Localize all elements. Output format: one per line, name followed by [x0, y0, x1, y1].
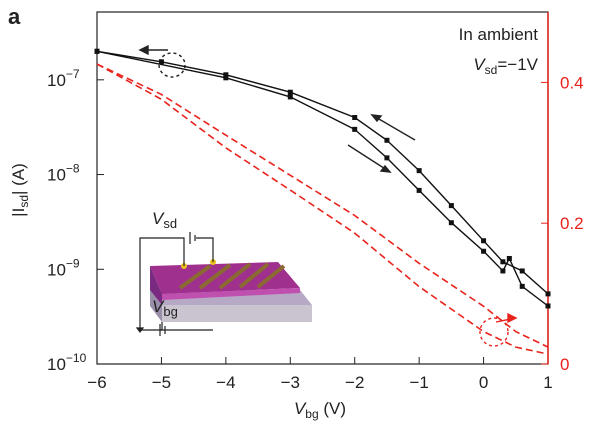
y2-tick-label: 0.2 — [560, 214, 584, 233]
data-point — [519, 283, 525, 289]
y-tick-label: 10−8 — [47, 162, 80, 185]
inset-label: V — [152, 297, 165, 316]
x-axis-label: Vbg (V) — [294, 399, 346, 421]
y-tick-label: −9 — [66, 256, 80, 270]
y-tick-label: 10−7 — [47, 67, 80, 90]
x-tick-label: 1 — [543, 373, 552, 392]
data-point — [352, 115, 358, 121]
data-point — [506, 255, 512, 261]
annotation: Vsd=−1V — [473, 55, 538, 77]
annotation: sd — [485, 63, 498, 77]
annotation: =−1V — [497, 55, 538, 74]
inset-device: Vsd Vbg — [135, 209, 312, 336]
inset-label: Vbg — [152, 297, 178, 319]
y-tick-label: −10 — [66, 351, 87, 365]
inset-label: Vsd — [152, 209, 177, 231]
data-point — [448, 220, 454, 226]
data-point — [481, 238, 487, 244]
y-tick-label: −8 — [66, 162, 80, 176]
data-point — [384, 137, 390, 143]
data-point — [545, 303, 551, 309]
y-tick-label: 10−9 — [47, 256, 80, 279]
data-point — [500, 259, 506, 265]
data-point — [448, 203, 454, 209]
inset-label: sd — [163, 216, 177, 231]
x-tick-label: −5 — [152, 373, 171, 392]
y-tick-label: 10 — [47, 166, 66, 185]
data-point — [416, 187, 422, 193]
y-tick-label: −7 — [66, 67, 80, 81]
x-axis-label: bg — [305, 407, 318, 421]
data-point — [352, 126, 358, 132]
inset-label: bg — [163, 304, 177, 319]
x-tick-label: −1 — [409, 373, 428, 392]
data-point — [94, 48, 100, 54]
y-axis-label: sd — [17, 195, 31, 208]
y-tick-label: 10 — [47, 355, 66, 374]
y-tick-label: 10 — [47, 71, 66, 90]
y-axis-label: |I — [9, 208, 28, 217]
x-tick-label: −4 — [216, 373, 235, 392]
data-point — [223, 72, 229, 78]
data-point — [223, 75, 229, 81]
inset-label: V — [152, 209, 165, 228]
data-point — [519, 268, 525, 274]
data-line — [96, 63, 549, 348]
y-tick-label: 10−10 — [47, 351, 87, 374]
y-axis-label: |Isd| (A) — [9, 163, 31, 217]
annotation: In ambient — [459, 25, 539, 44]
y2-tick-label: 0.4 — [560, 73, 584, 92]
annotation-arrows — [479, 312, 518, 347]
annotation-arrows — [138, 44, 416, 173]
y-axis-label: | (A) — [9, 163, 28, 195]
x-axis-label: V — [294, 399, 307, 418]
x-tick-label: −6 — [87, 373, 106, 392]
data-point — [545, 291, 551, 297]
x-tick-label: −2 — [345, 373, 364, 392]
annotation: V — [473, 55, 486, 74]
data-line — [96, 63, 549, 355]
x-tick-label: −3 — [281, 373, 300, 392]
data-point — [500, 268, 506, 274]
panel-label: a — [8, 4, 21, 29]
y2-tick-label: 0 — [560, 355, 569, 374]
x-tick-label: 0 — [479, 373, 488, 392]
data-line — [96, 50, 549, 295]
y-tick-label: 10 — [47, 260, 66, 279]
data-point — [481, 248, 487, 254]
data-point — [287, 94, 293, 100]
data-line — [96, 50, 549, 307]
data-point — [158, 59, 164, 65]
data-point — [287, 89, 293, 95]
data-point — [384, 155, 390, 161]
data-point — [416, 168, 422, 174]
x-axis-label: (V) — [319, 399, 346, 418]
